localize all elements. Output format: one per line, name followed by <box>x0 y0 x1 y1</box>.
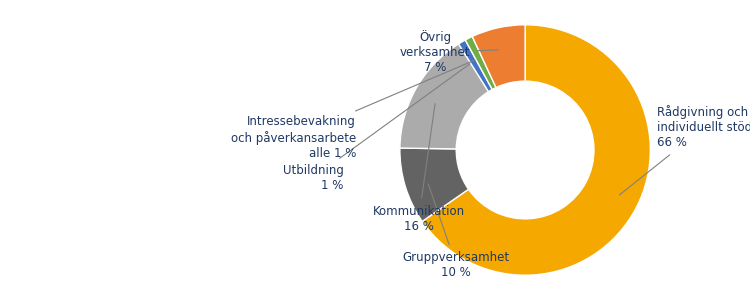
Wedge shape <box>472 25 525 88</box>
Wedge shape <box>458 40 492 92</box>
Wedge shape <box>400 44 488 149</box>
Wedge shape <box>400 148 469 221</box>
Text: Övrig
verksamhet
7 %: Övrig verksamhet 7 % <box>400 30 499 74</box>
Text: Utbildning
1 %: Utbildning 1 % <box>283 64 470 191</box>
Wedge shape <box>465 37 496 89</box>
Wedge shape <box>422 25 650 275</box>
Text: Gruppverksamhet
10 %: Gruppverksamhet 10 % <box>403 184 510 279</box>
Text: Kommunikation
16 %: Kommunikation 16 % <box>373 104 465 233</box>
Text: Intressebevakning
och påverkansarbete
alle 1 %: Intressebevakning och påverkansarbete al… <box>231 60 475 160</box>
Text: Rådgivning och
individuellt stöd
66 %: Rådgivning och individuellt stöd 66 % <box>620 106 750 195</box>
